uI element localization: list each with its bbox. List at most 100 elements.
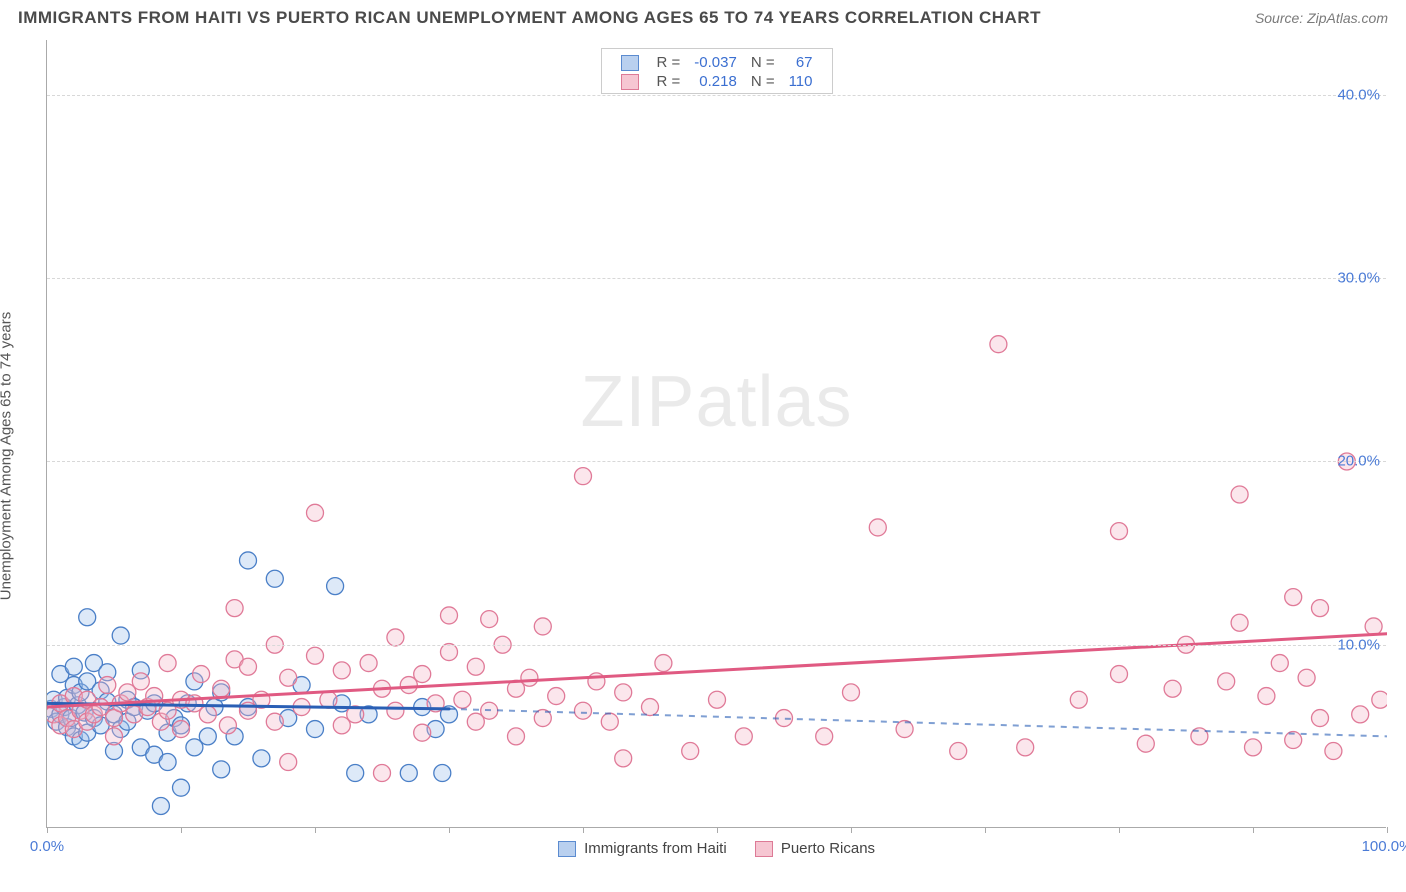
x-tick [1387,827,1388,833]
data-point [601,713,618,730]
x-tick-label: 100.0% [1362,838,1406,855]
data-point [467,658,484,675]
data-point [548,688,565,705]
gridline [47,278,1386,279]
y-tick-label: 30.0% [1337,270,1380,287]
x-tick [449,827,450,833]
data-point [615,684,632,701]
data-point [327,578,344,595]
data-point [1070,691,1087,708]
data-point [280,669,297,686]
gridline [47,95,1386,96]
data-point [1017,739,1034,756]
x-tick [717,827,718,833]
data-point [655,655,672,672]
data-point [1111,666,1128,683]
data-point [843,684,860,701]
data-point [387,629,404,646]
y-tick-label: 10.0% [1337,636,1380,653]
data-point [1137,735,1154,752]
data-point [213,761,230,778]
gridline [47,645,1386,646]
data-point [193,666,210,683]
data-point [441,644,458,661]
data-point [333,662,350,679]
data-point [253,750,270,767]
data-point [307,504,324,521]
data-point [347,765,364,782]
data-point [575,702,592,719]
data-point [521,669,538,686]
x-tick [851,827,852,833]
data-point [240,658,257,675]
data-point [642,699,659,716]
data-point [219,717,236,734]
scatter-svg [47,40,1387,828]
data-point [1164,680,1181,697]
x-tick [1253,827,1254,833]
x-tick [181,827,182,833]
data-point [173,779,190,796]
x-tick [583,827,584,833]
x-tick [985,827,986,833]
data-point [307,721,324,738]
source-attribution: Source: ZipAtlas.com [1255,10,1388,26]
data-point [1245,739,1262,756]
data-point [79,609,96,626]
data-point [1218,673,1235,690]
data-point [159,655,176,672]
data-point [400,765,417,782]
data-point [1325,743,1342,760]
data-point [615,750,632,767]
data-point [280,754,297,771]
x-tick [315,827,316,833]
data-point [481,611,498,628]
data-point [199,706,216,723]
data-point [1352,706,1369,723]
data-point [735,728,752,745]
x-tick [1119,827,1120,833]
data-point [1285,589,1302,606]
data-point [307,647,324,664]
data-point [1312,600,1329,617]
data-point [199,728,216,745]
data-point [1271,655,1288,672]
data-point [226,600,243,617]
data-point [1231,614,1248,631]
data-point [132,673,149,690]
data-point [414,724,431,741]
y-tick-label: 40.0% [1337,86,1380,103]
data-point [1372,691,1387,708]
data-point [266,570,283,587]
plot-area: ZIPatlas R =-0.037N =67R =0.218N =110 Im… [46,40,1386,828]
data-point [152,798,169,815]
data-point [1111,523,1128,540]
data-point [414,666,431,683]
chart-container: Unemployment Among Ages 65 to 74 years Z… [0,32,1406,880]
data-point [99,677,116,694]
data-point [159,754,176,771]
data-point [240,552,257,569]
data-point [575,468,592,485]
gridline [47,461,1386,462]
data-point [360,655,377,672]
data-point [508,728,525,745]
data-point [682,743,699,760]
data-point [112,627,129,644]
data-point [816,728,833,745]
data-point [387,702,404,719]
data-point [709,691,726,708]
data-point [1365,618,1382,635]
data-point [65,658,82,675]
data-point [434,765,451,782]
y-tick-label: 20.0% [1337,453,1380,470]
data-point [869,519,886,536]
legend-item: Immigrants from Haiti [558,840,727,857]
data-point [1231,486,1248,503]
legend-swatch [558,841,576,857]
data-point [213,680,230,697]
legend-label: Immigrants from Haiti [584,840,727,857]
data-point [266,713,283,730]
data-point [990,336,1007,353]
y-axis-label: Unemployment Among Ages 65 to 74 years [0,167,15,456]
